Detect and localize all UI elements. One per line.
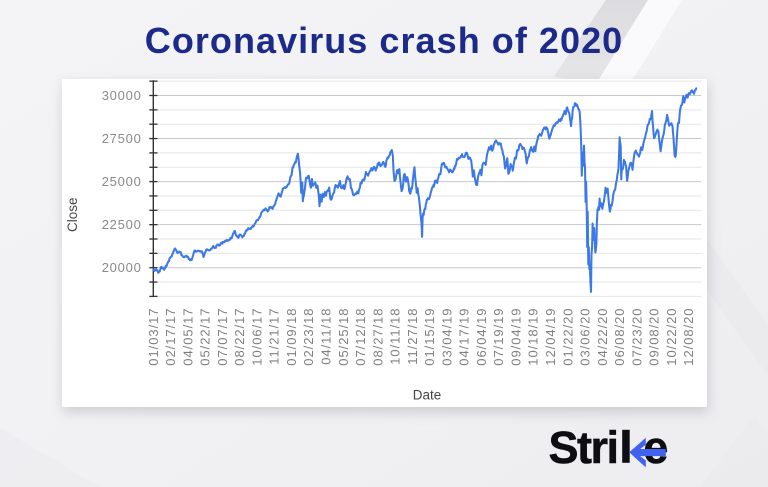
svg-text:12/04/19: 12/04/19 [543, 308, 558, 366]
svg-text:04/11/18: 04/11/18 [319, 308, 334, 365]
svg-text:01/22/20: 01/22/20 [560, 308, 575, 366]
svg-text:10/11/18: 10/11/18 [388, 308, 403, 365]
svg-text:10/06/17: 10/06/17 [249, 308, 264, 366]
svg-text:03/06/20: 03/06/20 [578, 308, 593, 366]
svg-text:09/08/20: 09/08/20 [647, 308, 662, 366]
svg-text:06/04/19: 06/04/19 [474, 308, 489, 366]
svg-text:e: e [643, 422, 668, 473]
svg-text:08/22/17: 08/22/17 [232, 308, 247, 366]
svg-text:25000: 25000 [102, 174, 142, 189]
svg-text:07/12/18: 07/12/18 [353, 308, 368, 366]
svg-text:Date: Date [413, 388, 442, 403]
svg-text:07/07/17: 07/07/17 [215, 308, 230, 366]
svg-text:27500: 27500 [102, 131, 142, 146]
svg-text:04/22/20: 04/22/20 [595, 308, 610, 366]
svg-text:06/08/20: 06/08/20 [612, 308, 627, 366]
svg-text:Stri: Stri [549, 422, 618, 473]
svg-text:01/03/17: 01/03/17 [146, 308, 161, 366]
svg-text:30000: 30000 [102, 88, 142, 103]
svg-text:07/19/19: 07/19/19 [491, 308, 506, 366]
svg-text:04/17/19: 04/17/19 [457, 308, 472, 366]
svg-text:05/25/18: 05/25/18 [336, 308, 351, 366]
svg-text:22500: 22500 [102, 217, 142, 232]
svg-text:02/17/17: 02/17/17 [163, 308, 178, 366]
svg-text:11/27/18: 11/27/18 [405, 308, 420, 365]
svg-text:01/09/18: 01/09/18 [284, 308, 299, 366]
svg-text:Close: Close [65, 197, 80, 232]
svg-text:10/22/20: 10/22/20 [664, 308, 679, 366]
svg-text:04/05/17: 04/05/17 [180, 308, 195, 366]
svg-text:20000: 20000 [102, 260, 142, 275]
svg-text:09/04/19: 09/04/19 [508, 308, 523, 366]
svg-text:01/15/19: 01/15/19 [422, 308, 437, 366]
svg-text:10/18/19: 10/18/19 [526, 308, 541, 366]
svg-text:05/22/17: 05/22/17 [198, 308, 213, 366]
svg-text:03/04/19: 03/04/19 [439, 308, 454, 366]
svg-text:02/23/18: 02/23/18 [301, 308, 316, 366]
svg-text:08/27/18: 08/27/18 [370, 308, 385, 366]
svg-text:07/23/20: 07/23/20 [629, 308, 644, 366]
svg-text:11/21/17: 11/21/17 [267, 308, 282, 365]
svg-text:12/08/20: 12/08/20 [681, 308, 696, 366]
